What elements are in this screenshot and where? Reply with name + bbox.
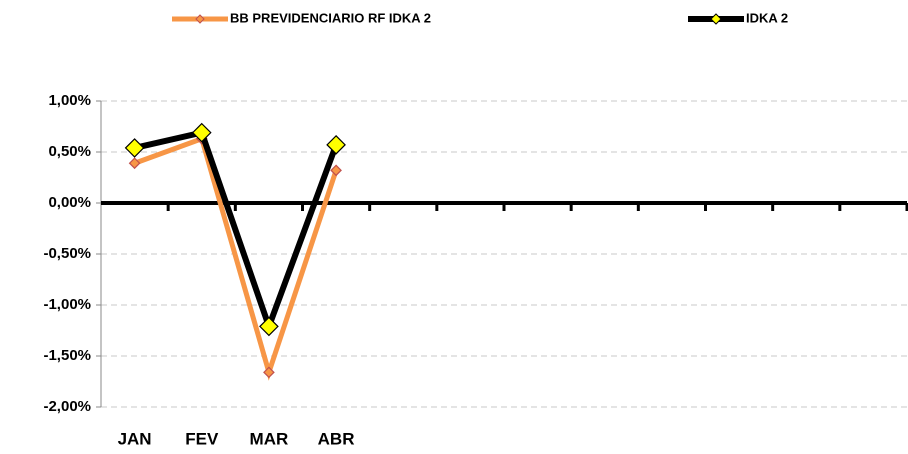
legend-marker xyxy=(710,13,722,25)
series-line xyxy=(133,129,339,336)
x-tick-label: JAN xyxy=(118,429,152,448)
legend-marker xyxy=(195,14,205,24)
marker xyxy=(259,316,279,337)
y-tick-label: -2,00% xyxy=(43,398,91,415)
marker xyxy=(326,135,346,155)
y-tick-label: -0,50% xyxy=(43,245,91,262)
x-tick-label: ABR xyxy=(318,429,355,448)
marker xyxy=(330,164,342,177)
marker xyxy=(124,138,145,158)
legend-label: BB PREVIDENCIARIO RF IDKA 2 xyxy=(230,10,431,25)
marker xyxy=(128,157,141,170)
y-tick-label: -1,50% xyxy=(43,347,91,364)
series-line xyxy=(133,135,339,381)
x-tick-label: FEV xyxy=(185,429,219,448)
y-tick-label: -1,00% xyxy=(43,296,91,313)
y-tick-label: 1,00% xyxy=(48,92,91,109)
legend-label: IDKA 2 xyxy=(746,10,788,25)
y-tick-label: 0,00% xyxy=(48,194,91,211)
x-tick-label: MAR xyxy=(250,429,289,448)
marker xyxy=(191,122,212,143)
y-tick-label: 0,50% xyxy=(48,143,91,160)
marker xyxy=(263,366,275,379)
